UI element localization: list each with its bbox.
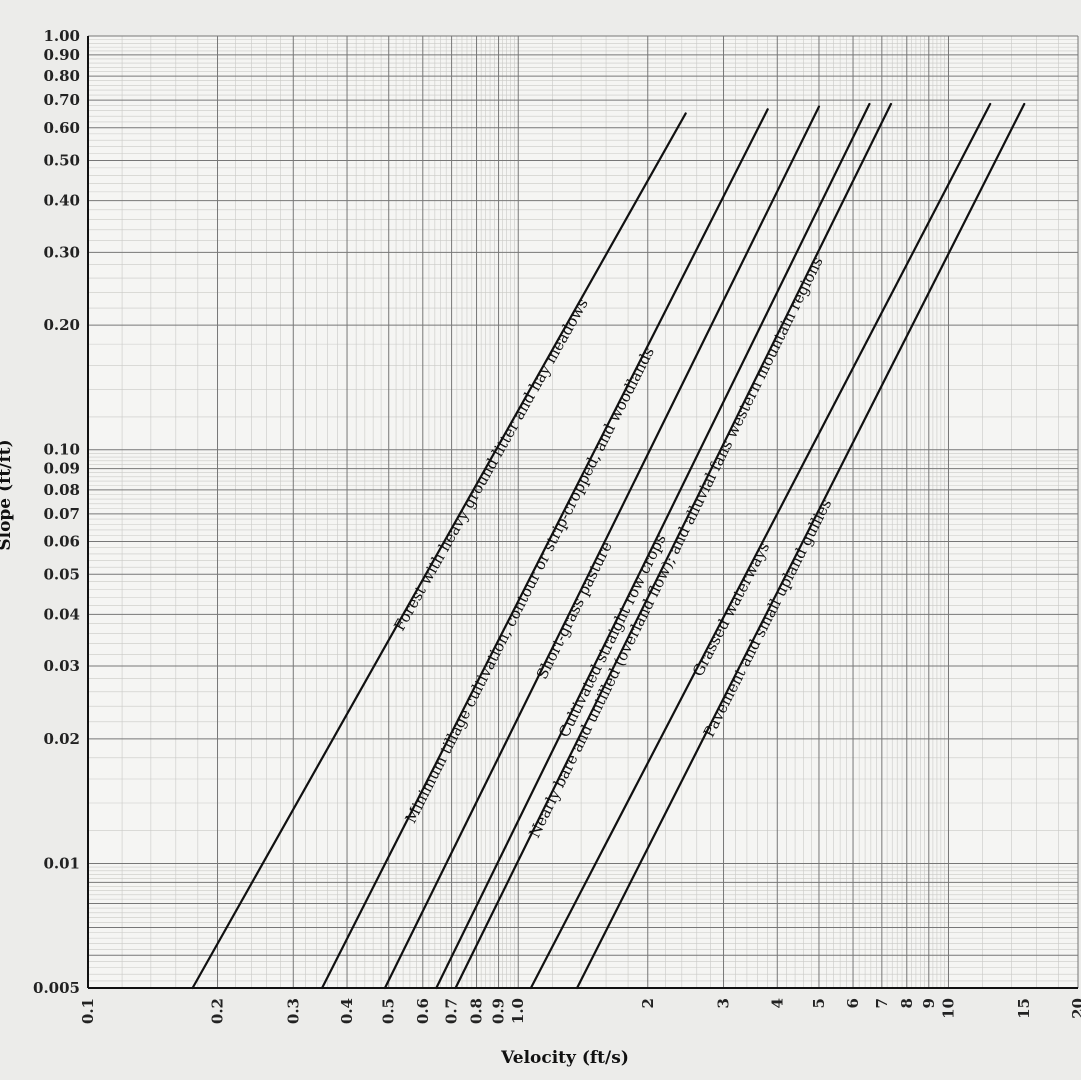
- y-tick-label: 0.04: [43, 605, 80, 623]
- y-tick-label: 0.08: [43, 481, 80, 499]
- series-line: [383, 105, 821, 990]
- y-tick-label: 0.06: [43, 533, 80, 551]
- y-tick-label: 0.60: [43, 119, 80, 137]
- y-tick-label: 0.005: [33, 979, 80, 997]
- series-line: [320, 108, 769, 990]
- y-tick-label: 0.90: [43, 46, 80, 64]
- y-tick-label: 0.05: [43, 565, 80, 583]
- plot-background: [88, 36, 1078, 988]
- series-line: [529, 102, 992, 990]
- series-line: [435, 102, 871, 990]
- y-tick-label: 0.10: [43, 441, 80, 459]
- y-tick-label: 0.03: [43, 657, 80, 675]
- x-tick-label: 6: [844, 998, 862, 1008]
- x-tick-label: 8: [898, 998, 916, 1008]
- x-tick-label: 9: [920, 998, 938, 1008]
- x-tick-label: 0.3: [284, 998, 302, 1024]
- x-axis-title: Velocity (ft/s): [500, 1048, 629, 1068]
- series-line: [454, 102, 893, 990]
- y-tick-label: 0.02: [43, 730, 80, 748]
- x-tick-label: 0.7: [443, 998, 461, 1024]
- x-tick-label: 15: [1015, 998, 1033, 1019]
- y-tick-label: 1.00: [43, 27, 80, 45]
- y-tick-label: 0.20: [43, 316, 80, 334]
- x-tick-label: 20: [1069, 998, 1081, 1019]
- x-tick-label: 0.4: [338, 998, 356, 1024]
- x-tick-label: 7: [873, 998, 891, 1008]
- grid-minor: [88, 36, 1078, 988]
- x-tick-label: 0.6: [414, 998, 432, 1024]
- y-tick-label: 0.09: [43, 460, 80, 478]
- y-tick-label: 0.01: [43, 854, 80, 872]
- y-tick-label: 0.30: [43, 243, 80, 261]
- x-tick-label: 3: [715, 998, 733, 1008]
- x-tick-label: 10: [939, 998, 957, 1019]
- x-tick-label: 4: [768, 998, 786, 1008]
- x-tick-label: 0.8: [468, 998, 486, 1024]
- y-tick-labels: 0.005 0.01 0.02 0.03 0.04 0.05 0.06 0.07 0.08 0.0…: [33, 27, 80, 997]
- y-tick-label: 0.70: [43, 91, 80, 109]
- x-tick-label: 0.1: [79, 998, 97, 1024]
- x-tick-label: 1.0: [509, 998, 527, 1024]
- x-tick-label: 5: [810, 998, 828, 1008]
- series-lines: [191, 102, 1026, 990]
- y-tick-label: 0.80: [43, 67, 80, 85]
- series-line: [575, 102, 1026, 990]
- series-line: [191, 112, 687, 990]
- x-tick-labels: 0.1 0.2 0.3 0.4 0.5 0.6 0.7 0.8 0.9 1.0 2 3 4 5 6 7 8 9 10…: [79, 998, 1081, 1024]
- x-tick-label: 2: [639, 998, 657, 1008]
- x-tick-label: 0.9: [490, 998, 508, 1024]
- x-tick-label: 0.5: [380, 998, 398, 1024]
- y-tick-label: 0.40: [43, 192, 80, 210]
- y-tick-label: 0.07: [43, 505, 80, 523]
- y-tick-label: 0.50: [43, 152, 80, 170]
- y-axis-title: Slope (ft/ft): [0, 439, 15, 550]
- x-tick-label: 0.2: [209, 998, 227, 1024]
